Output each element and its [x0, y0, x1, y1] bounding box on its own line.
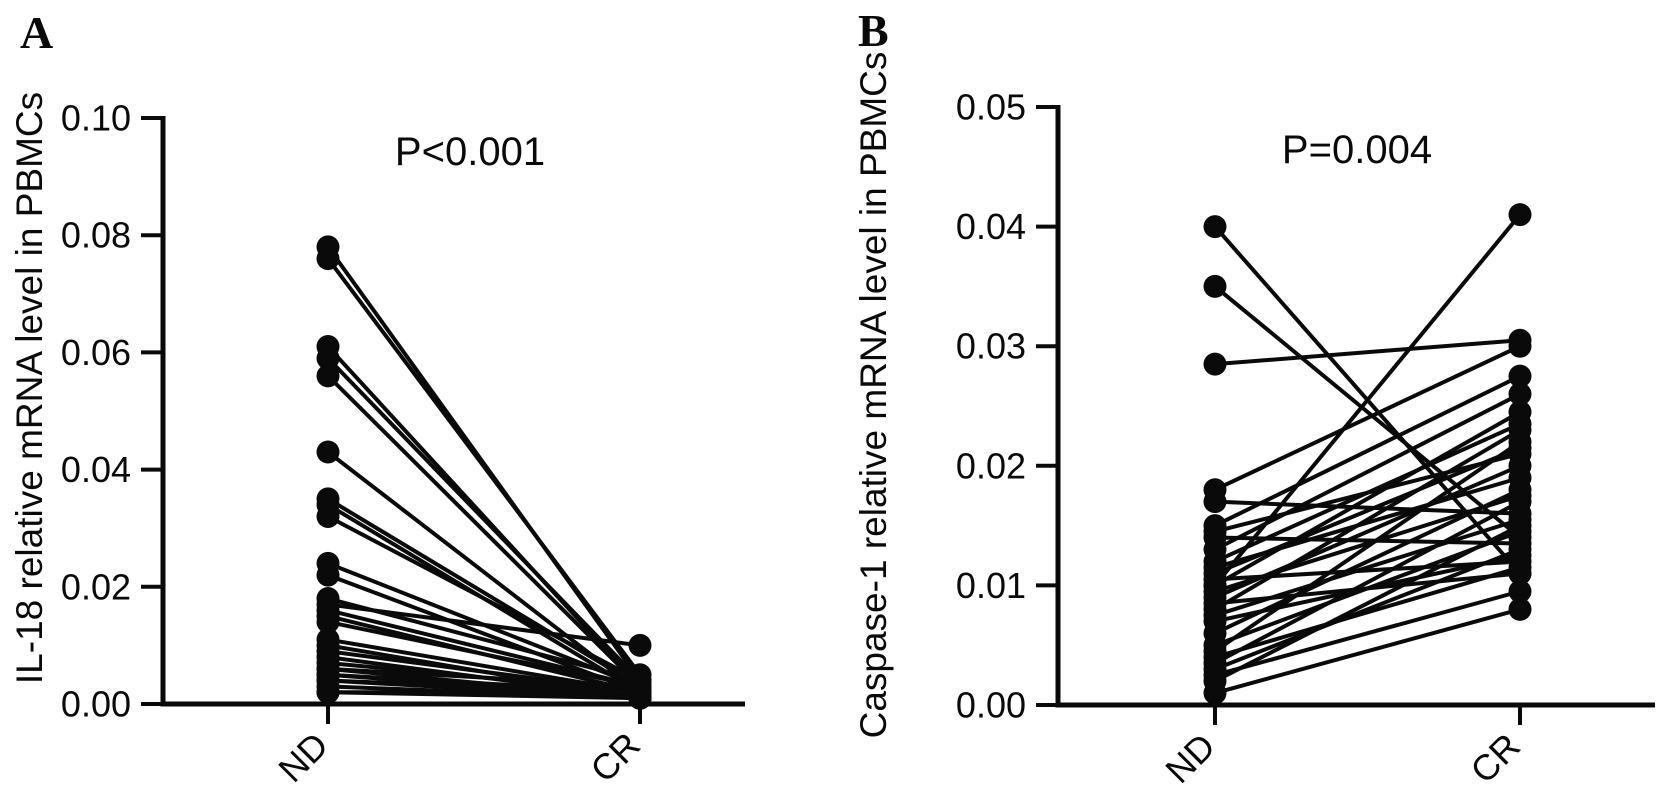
pair-line	[1214, 410, 1521, 588]
pair-line	[1214, 344, 1521, 492]
data-point-cr	[1508, 538, 1532, 562]
pair-line	[1213, 440, 1522, 653]
panel-letter: A	[20, 7, 53, 58]
y-tick-label: 0.03	[956, 326, 1026, 367]
data-point-nd	[316, 680, 340, 704]
data-point-nd	[1203, 681, 1227, 705]
y-axis-title: Caspase-1 relative mRNA level in PBMCs	[853, 52, 894, 739]
y-tick-label: 0.04	[61, 449, 131, 490]
pair-line	[1214, 565, 1521, 660]
pair-line	[327, 666, 641, 689]
panel-b-chart: B 0.00 0.01 0.02 0.03 0.04 0.05 ND CR P=0.004 Casp…	[853, 5, 1655, 791]
pair-line	[327, 514, 641, 683]
pair-line	[326, 374, 642, 688]
y-tick-label: 0.00	[956, 685, 1026, 726]
pair-line	[1214, 487, 1521, 636]
pair-line	[326, 257, 642, 676]
y-tick-label: 0.05	[956, 87, 1026, 128]
data-point-nd	[1203, 352, 1227, 376]
y-tick-label: 0.04	[956, 206, 1026, 247]
data-point-cr	[1508, 454, 1532, 478]
panel-a-chart: A 0.00 0.02 0.04 0.06 0.08 0.10 ND CR P<0.001 IL-1…	[9, 7, 745, 790]
pair-line	[1213, 284, 1522, 540]
data-point-nd	[316, 346, 340, 370]
pair-line	[327, 602, 641, 648]
pair-line	[1214, 523, 1521, 683]
data-point-nd	[316, 563, 340, 587]
data-point-nd	[1203, 490, 1227, 514]
pair-line	[1214, 547, 1521, 671]
data-point-cr	[1508, 334, 1532, 358]
pair-line	[1214, 463, 1521, 600]
data-point-cr	[1508, 203, 1532, 227]
data-point-cr	[1508, 364, 1532, 388]
pair-line	[326, 356, 642, 682]
pair-line	[1214, 392, 1521, 552]
data-point-nd	[316, 610, 340, 634]
data-point-cr	[1508, 579, 1532, 603]
data-point-cr	[1508, 597, 1532, 621]
pair-line	[327, 620, 641, 689]
y-axis-title: IL-18 relative mRNA level in PBMCs	[9, 92, 50, 684]
x-category-label: CR	[1462, 725, 1528, 791]
data-point-cr	[1508, 430, 1532, 454]
y-tick-label: 0.02	[956, 445, 1026, 486]
data-point-nd	[316, 364, 340, 388]
x-category-label: CR	[582, 724, 648, 790]
pair-line	[1214, 517, 1521, 618]
data-point-cr	[628, 633, 652, 657]
y-tick-label: 0.06	[61, 332, 131, 373]
data-point-nd	[316, 247, 340, 271]
pair-line	[1214, 589, 1521, 678]
data-point-cr	[1508, 382, 1532, 406]
panel-letter: B	[858, 5, 889, 56]
y-tick-label: 0.02	[61, 566, 131, 607]
pair-line	[1214, 374, 1521, 528]
data-point-cr	[1508, 400, 1532, 424]
y-tick-label: 0.01	[956, 565, 1026, 606]
x-category-label: ND	[270, 724, 336, 790]
data-point-nd	[1203, 274, 1227, 298]
x-category-label: ND	[1157, 725, 1223, 791]
y-tick-label: 0.10	[61, 98, 131, 139]
pair-line	[1213, 428, 1522, 612]
data-point-nd	[1203, 215, 1227, 239]
data-point-cr	[1508, 555, 1532, 579]
data-point-nd	[316, 440, 340, 464]
pair-line	[1214, 607, 1521, 695]
p-value-label: P<0.001	[395, 130, 545, 174]
data-point-cr	[1508, 514, 1532, 538]
data-point-cr	[628, 680, 652, 704]
axes-lines	[160, 116, 745, 707]
data-point-cr	[1508, 490, 1532, 514]
y-tick-label: 0.00	[61, 684, 131, 725]
y-tick-label: 0.08	[61, 215, 131, 256]
data-point-nd	[316, 504, 340, 528]
pair-line	[1214, 338, 1521, 367]
pair-line	[1214, 422, 1521, 564]
pair-line	[326, 345, 642, 688]
pair-line	[1214, 499, 1521, 665]
pair-line	[1214, 446, 1521, 576]
p-value-label: P=0.004	[1282, 128, 1432, 172]
